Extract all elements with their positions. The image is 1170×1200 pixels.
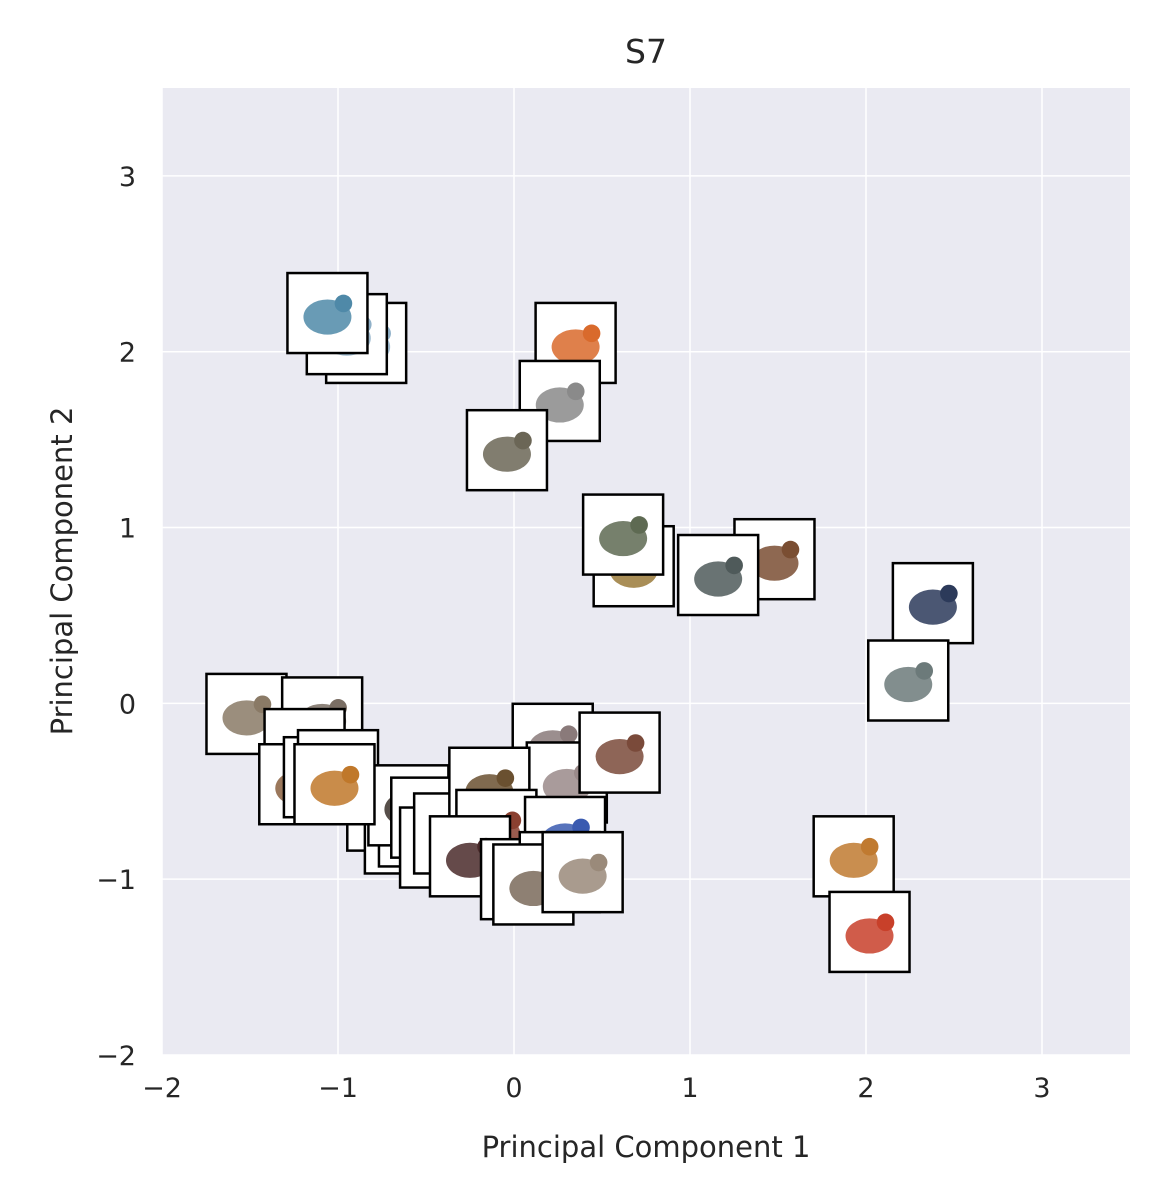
x-tick-label: −2 [142,1073,182,1104]
y-tick-label: 1 [119,514,136,545]
lizard-icon-head [725,556,743,575]
data-point [578,711,661,794]
tiger-icon-head [341,765,360,784]
crocodile-icon-head [514,431,532,450]
snake-icon-head [630,516,648,534]
data-point [812,815,895,898]
data-point [581,493,665,576]
y-tick-label: −1 [96,865,136,896]
data-point [465,408,549,492]
y-axis-label: Principal Component 2 [45,407,79,736]
snail-icon-head [781,540,800,559]
mosquito-icon-head [915,662,934,680]
data-point [541,830,624,914]
duck-icon-head [496,769,515,787]
butterfly-icon-head [860,837,879,856]
ladybug-icon-head [876,913,895,932]
rat-icon-head [559,725,578,744]
y-tick-label: −2 [96,1041,136,1072]
whale-icon-head [334,294,353,313]
data-point [866,639,950,722]
insect-icon-head [940,584,958,603]
data-point [286,271,369,355]
thumbnail-frame [676,533,760,617]
y-tick-label: 0 [119,689,136,720]
data-point [891,561,975,645]
x-tick-label: 0 [505,1073,522,1104]
bat-icon-head [626,734,645,752]
thumbnail-frame [286,271,369,355]
x-axis-label: Principal Component 1 [482,1130,811,1164]
sparrow-icon-head [589,853,608,872]
y-tick-labels: −2 −1 0 1 2 3 [96,162,136,1072]
y-tick-label: 2 [119,338,136,369]
chart-title: S7 [625,32,667,71]
data-point [676,533,760,617]
x-tick-label: 2 [857,1073,874,1104]
x-tick-label: 1 [681,1073,698,1104]
squirrel-icon-head [582,324,601,343]
feather-icon-head [566,382,585,401]
x-tick-label: 3 [1033,1073,1050,1104]
y-tick-label: 3 [119,162,136,193]
data-points [205,271,975,974]
data-point [293,742,376,826]
data-point [828,890,911,974]
x-tick-labels: −2 −1 0 1 2 3 [142,1073,1051,1104]
x-tick-label: −1 [318,1073,358,1104]
